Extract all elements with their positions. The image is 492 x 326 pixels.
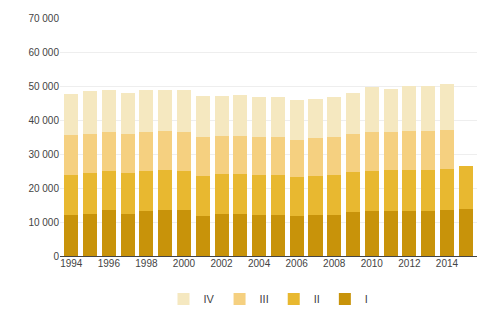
svg-text:0: 0 <box>53 251 59 262</box>
svg-text:2012: 2012 <box>398 258 421 269</box>
svg-text:2010: 2010 <box>361 258 384 269</box>
svg-text:III: III <box>260 293 269 305</box>
svg-text:2002: 2002 <box>210 258 233 269</box>
svg-text:IV: IV <box>204 293 215 305</box>
svg-text:II: II <box>314 293 320 305</box>
svg-text:40 000: 40 000 <box>28 115 59 126</box>
svg-text:50 000: 50 000 <box>28 81 59 92</box>
svg-text:1996: 1996 <box>98 258 121 269</box>
svg-text:1994: 1994 <box>60 258 83 269</box>
svg-text:I: I <box>365 293 368 305</box>
svg-text:10 000: 10 000 <box>28 217 59 228</box>
svg-text:2006: 2006 <box>286 258 309 269</box>
svg-text:20 000: 20 000 <box>28 183 59 194</box>
svg-text:2004: 2004 <box>248 258 271 269</box>
svg-text:2014: 2014 <box>436 258 459 269</box>
svg-text:70 000: 70 000 <box>28 13 59 24</box>
svg-text:2000: 2000 <box>173 258 196 269</box>
svg-text:2008: 2008 <box>323 258 346 269</box>
svg-text:1998: 1998 <box>135 258 158 269</box>
svg-text:60 000: 60 000 <box>28 47 59 58</box>
svg-text:30 000: 30 000 <box>28 149 59 160</box>
